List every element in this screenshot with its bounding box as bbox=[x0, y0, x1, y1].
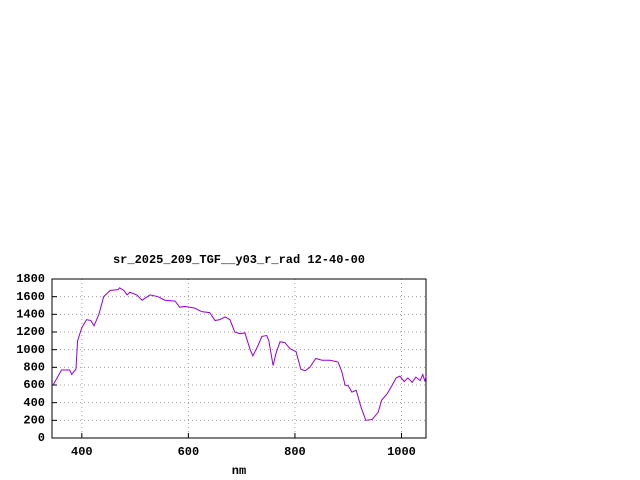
x-tick-label: 1000 bbox=[387, 445, 416, 459]
y-tick-label: 600 bbox=[23, 378, 45, 392]
y-tick-label: 400 bbox=[23, 396, 45, 410]
y-tick-label: 1600 bbox=[16, 290, 45, 304]
x-tick-label: 400 bbox=[71, 445, 93, 459]
y-tick-label: 1400 bbox=[16, 308, 45, 322]
data-line bbox=[52, 287, 427, 421]
y-tick-label: 800 bbox=[23, 361, 45, 375]
y-tick-label: 200 bbox=[23, 414, 45, 428]
plot-frame bbox=[51, 278, 427, 439]
x-axis-label: nm bbox=[232, 464, 246, 478]
y-tick-label: 1800 bbox=[16, 272, 45, 286]
y-tick-label: 1200 bbox=[16, 325, 45, 339]
chart-title: sr_2025_209_TGF__y03_r_rad 12-40-00 bbox=[113, 253, 365, 267]
y-tick-label: 1000 bbox=[16, 343, 45, 357]
x-tick-label: 800 bbox=[284, 445, 306, 459]
x-tick-label: 600 bbox=[178, 445, 200, 459]
y-tick-label: 0 bbox=[38, 431, 45, 445]
